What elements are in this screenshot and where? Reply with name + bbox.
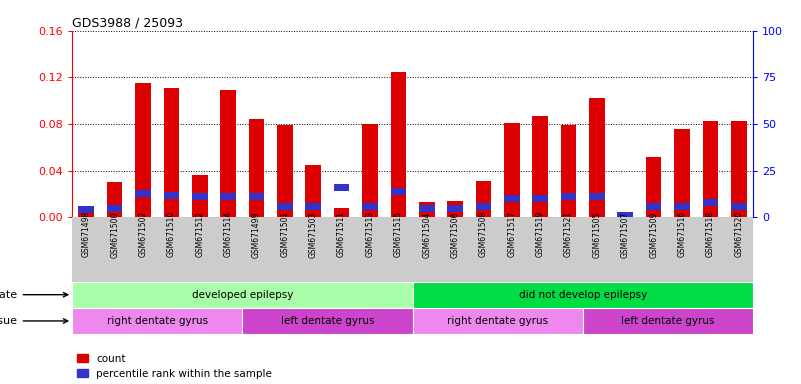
Bar bbox=[419, 202, 434, 217]
Bar bbox=[192, 194, 207, 200]
Bar bbox=[277, 125, 292, 217]
Bar bbox=[305, 203, 321, 210]
Bar bbox=[277, 203, 292, 210]
Bar bbox=[78, 207, 94, 214]
Bar bbox=[646, 157, 662, 217]
Bar bbox=[362, 203, 378, 210]
Bar bbox=[618, 212, 633, 219]
Bar bbox=[248, 194, 264, 200]
Legend: count, percentile rank within the sample: count, percentile rank within the sample bbox=[78, 354, 272, 379]
Bar bbox=[305, 165, 321, 217]
Bar bbox=[702, 121, 718, 217]
Bar bbox=[72, 308, 242, 334]
Bar bbox=[248, 119, 264, 217]
Bar bbox=[391, 71, 406, 217]
Text: left dentate gyrus: left dentate gyrus bbox=[621, 316, 714, 326]
Bar bbox=[476, 181, 491, 217]
Bar bbox=[561, 125, 577, 217]
Text: right dentate gyrus: right dentate gyrus bbox=[107, 316, 207, 326]
Bar bbox=[561, 194, 577, 200]
Bar bbox=[582, 308, 753, 334]
Bar bbox=[674, 203, 690, 210]
Text: tissue: tissue bbox=[0, 316, 68, 326]
Text: right dentate gyrus: right dentate gyrus bbox=[447, 316, 548, 326]
Bar bbox=[107, 205, 123, 212]
Bar bbox=[731, 121, 747, 217]
Bar bbox=[447, 205, 463, 212]
Bar bbox=[334, 184, 349, 191]
Bar bbox=[447, 201, 463, 217]
Bar bbox=[504, 123, 520, 217]
Bar bbox=[476, 203, 491, 210]
Bar bbox=[135, 83, 151, 217]
Bar bbox=[702, 199, 718, 206]
Bar bbox=[589, 98, 605, 217]
Bar bbox=[413, 308, 582, 334]
Text: left dentate gyrus: left dentate gyrus bbox=[280, 316, 374, 326]
Text: did not develop epilepsy: did not develop epilepsy bbox=[518, 290, 647, 300]
Bar bbox=[413, 281, 753, 308]
Bar bbox=[362, 124, 378, 217]
Bar bbox=[731, 203, 747, 210]
Bar bbox=[674, 129, 690, 217]
Bar bbox=[72, 281, 413, 308]
Bar bbox=[220, 90, 236, 217]
Bar bbox=[220, 194, 236, 200]
Text: disease state: disease state bbox=[0, 290, 68, 300]
Bar bbox=[163, 192, 179, 199]
Bar bbox=[533, 116, 548, 217]
Bar bbox=[163, 88, 179, 217]
Bar bbox=[618, 215, 633, 217]
Text: developed epilepsy: developed epilepsy bbox=[191, 290, 293, 300]
Bar bbox=[192, 175, 207, 217]
Bar bbox=[646, 203, 662, 210]
Bar bbox=[135, 190, 151, 197]
Bar bbox=[334, 208, 349, 217]
Bar bbox=[78, 209, 94, 217]
Bar bbox=[107, 182, 123, 217]
Bar bbox=[419, 205, 434, 212]
Text: GDS3988 / 25093: GDS3988 / 25093 bbox=[72, 17, 183, 30]
Bar bbox=[391, 188, 406, 195]
Bar bbox=[533, 195, 548, 202]
Bar bbox=[589, 194, 605, 200]
Bar bbox=[504, 195, 520, 202]
Bar bbox=[242, 308, 413, 334]
